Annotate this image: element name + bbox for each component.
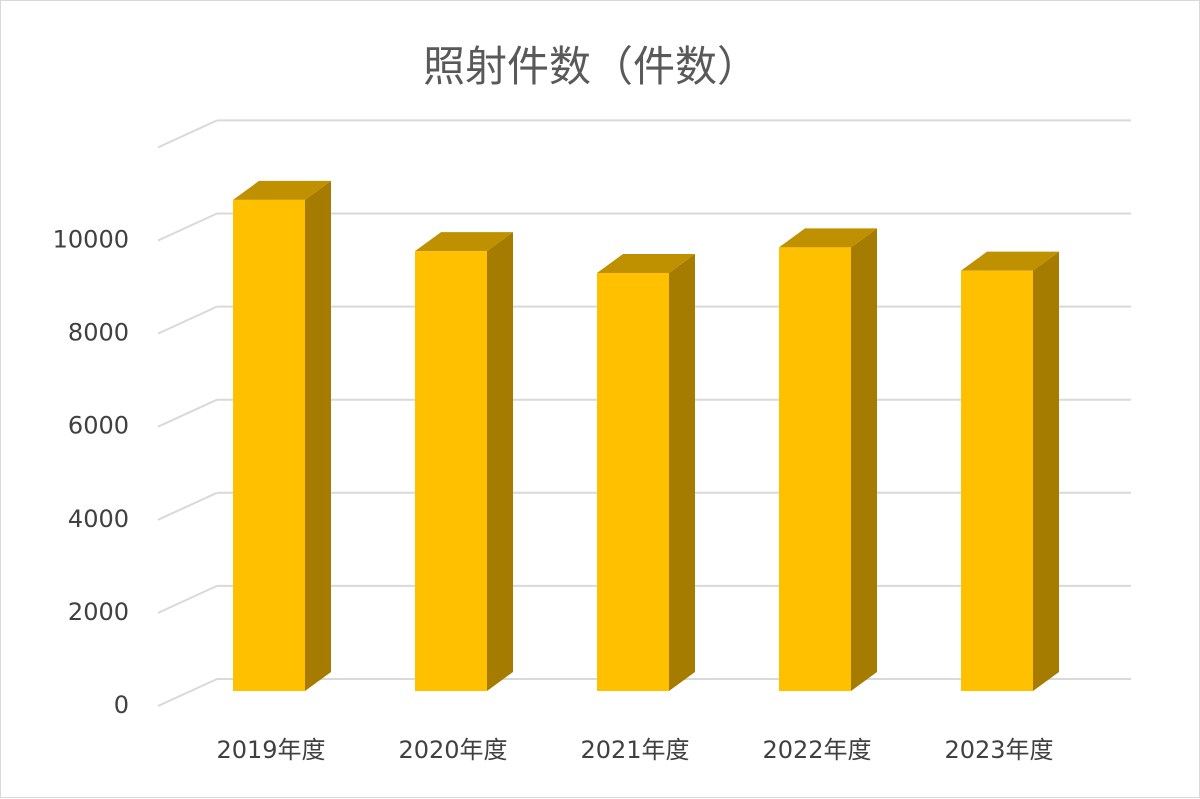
gridline [157,119,1131,149]
bar-side-face [305,180,331,691]
bars [233,180,1059,692]
x-category-label: 2021年度 [580,736,689,764]
bar-top-face [415,232,513,252]
gridline-side [157,212,218,242]
y-tick-label: 0 [114,691,129,719]
x-category-label: 2019年度 [216,736,325,764]
bar-2019年度 [233,180,331,691]
y-tick-label: 8000 [68,319,129,347]
bar-front-face [233,199,305,691]
bar-2023年度 [961,251,1059,691]
gridline [157,212,1131,242]
bar-front-face [779,247,851,692]
gridline-side [157,584,218,614]
bar-side-face [1033,251,1059,691]
bar-2020年度 [415,232,513,692]
bar-top-face [597,253,695,273]
x-category-label: 2022年度 [762,736,871,764]
bar-front-face [961,270,1033,691]
bar-front-face [597,272,669,691]
y-tick-label: 10000 [53,226,129,254]
x-category-label: 2023年度 [944,736,1053,764]
bar-side-face [669,253,695,691]
y-tick-label: 6000 [68,412,129,440]
gridline-side [157,678,218,707]
gridline-side [157,398,218,428]
bar-2022年度 [779,228,877,692]
bar-side-face [487,232,513,692]
gridline-side [157,491,218,521]
bar-top-face [233,180,331,200]
bar-front-face [415,251,487,692]
y-axis-ticks: 0 2000 4000 6000 8000 10000 [53,226,129,720]
x-category-label: 2020年度 [398,736,507,764]
gridline-side [157,119,218,149]
bar-2021年度 [597,253,695,691]
chart-title: 照射件数（件数） [423,42,759,91]
y-tick-label: 4000 [68,505,129,533]
gridline-side [157,305,218,335]
y-tick-label: 2000 [68,598,129,626]
bar-top-face [961,251,1059,271]
bar-top-face [779,228,877,248]
x-axis-categories: 2019年度 2020年度 2021年度 2022年度 2023年度 [216,736,1053,764]
bar-side-face [851,228,877,692]
